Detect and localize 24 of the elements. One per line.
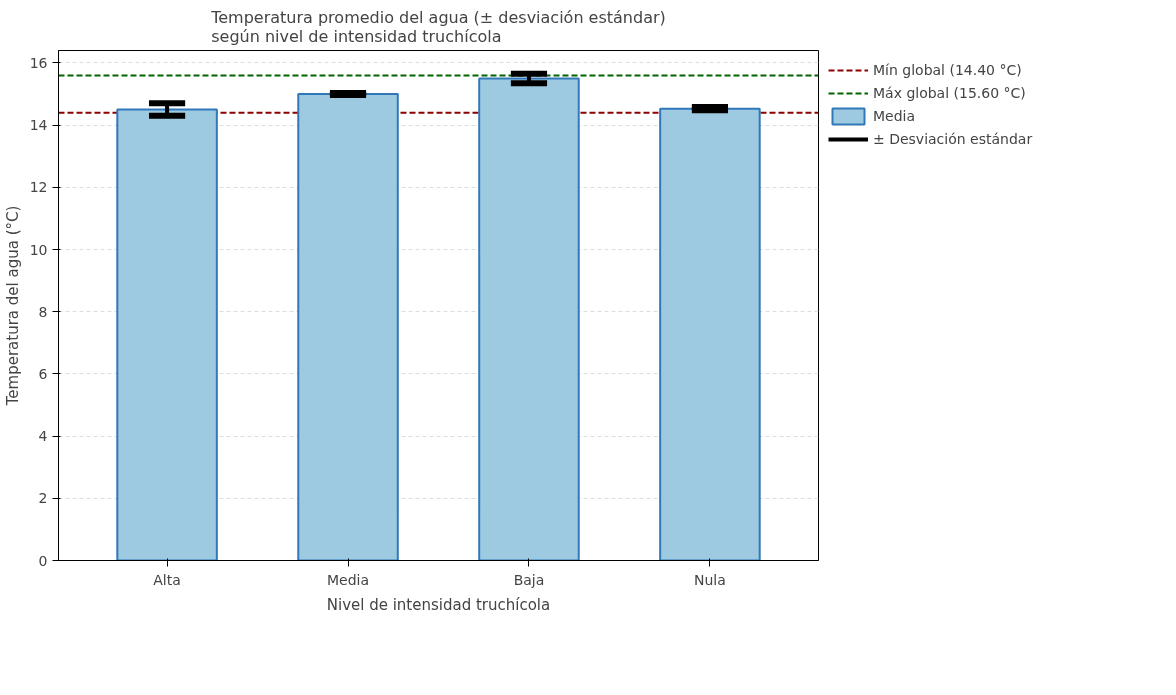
bar	[478, 77, 580, 561]
bar	[659, 107, 761, 561]
legend-label: Máx global (15.60 °C)	[873, 85, 1026, 101]
y-tick-label: 2	[38, 490, 48, 507]
y-tick-label: 12	[29, 179, 48, 196]
legend-label: Mín global (14.40 °C)	[873, 62, 1022, 78]
chart-title: Temperatura promedio del agua (± desviación estándar) según nivel de intensidad truchícola	[210, 7, 666, 46]
x-tick-label: Media	[327, 571, 370, 588]
y-tick-label: 10	[29, 241, 48, 258]
x-axis-title: Nivel de intensidad truchícola	[326, 595, 551, 614]
y-tick-label: 6	[38, 365, 48, 382]
x-tick-label: Alta	[153, 571, 181, 588]
y-tick-label: 4	[38, 428, 48, 445]
x-tick-label: Baja	[513, 571, 545, 588]
y-tick-label: 16	[29, 54, 48, 71]
legend-label: Media	[873, 108, 916, 124]
y-tick-label: 14	[29, 117, 48, 134]
text: ± Desviación estándar	[873, 131, 1033, 147]
y-axis-title: Temperatura del agua (°C)	[3, 205, 22, 407]
x-tick-label: Nula	[694, 571, 726, 588]
bar	[116, 108, 218, 561]
y-tick-label: 0	[38, 552, 48, 569]
y-tick-label: 8	[38, 303, 48, 320]
bar	[297, 93, 399, 561]
